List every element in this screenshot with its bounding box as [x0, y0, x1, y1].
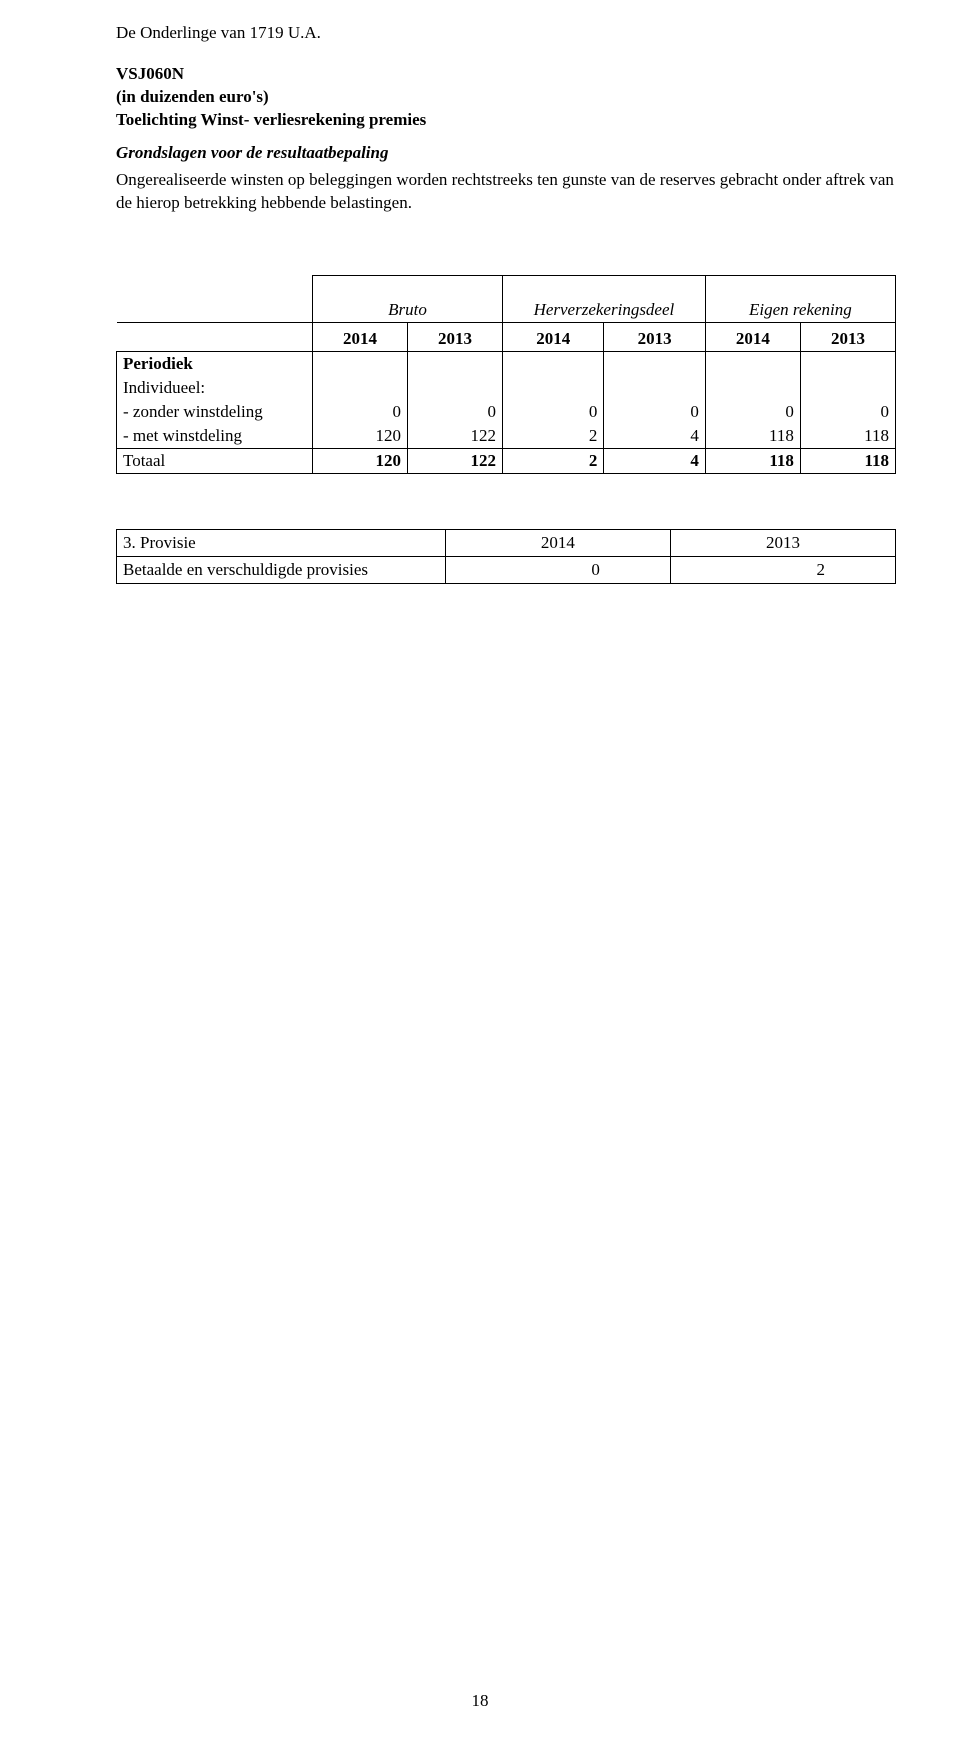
unit-note: (in duizenden euro's) [116, 86, 898, 109]
cell: 0 [503, 400, 604, 424]
cell: 4 [604, 424, 705, 449]
cell: 0 [705, 400, 800, 424]
total-cell: 122 [407, 448, 502, 473]
cell: 118 [705, 424, 800, 449]
cell: 122 [407, 424, 502, 449]
year-header: 2014 [503, 322, 604, 351]
doc-title: Toelichting Winst- verliesrekening premi… [116, 109, 898, 132]
total-cell: 120 [312, 448, 407, 473]
company-name: De Onderlinge van 1719 U.A. [116, 22, 898, 45]
year-header: 2014 [705, 322, 800, 351]
sub-label: Individueel: [117, 376, 313, 400]
page-number: 18 [0, 1691, 960, 1711]
cell: 0 [407, 400, 502, 424]
col-group-bruto: Bruto [312, 275, 502, 322]
total-cell: 4 [604, 448, 705, 473]
total-label: Totaal [117, 448, 313, 473]
provisie-year: 2013 [670, 529, 895, 556]
total-cell: 2 [503, 448, 604, 473]
intro-paragraph: Ongerealiseerde winsten op beleggingen w… [116, 169, 896, 215]
year-header: 2013 [407, 322, 502, 351]
provisie-header-label: 3. Provisie [117, 529, 446, 556]
row-label: - zonder winstdeling [117, 400, 313, 424]
cell: 2 [503, 424, 604, 449]
row-label: - met winstdeling [117, 424, 313, 449]
col-group-eigen: Eigen rekening [705, 275, 895, 322]
provisie-table: 3. Provisie 2014 2013 Betaalde en versch… [116, 529, 896, 584]
cell: 0 [312, 400, 407, 424]
provisie-value: 2 [670, 556, 895, 583]
year-header: 2013 [800, 322, 895, 351]
section-title: Periodiek [117, 351, 313, 376]
cell: 0 [800, 400, 895, 424]
premies-table: Bruto Herverzekeringsdeel Eigen rekening… [116, 275, 896, 474]
total-cell: 118 [705, 448, 800, 473]
cell: 0 [604, 400, 705, 424]
provisie-year: 2014 [445, 529, 670, 556]
year-header: 2014 [312, 322, 407, 351]
year-header: 2013 [604, 322, 705, 351]
col-group-herverzekering: Herverzekeringsdeel [503, 275, 706, 322]
cell: 120 [312, 424, 407, 449]
doc-subtitle: Grondslagen voor de resultaatbepaling [116, 142, 898, 165]
provisie-value: 0 [445, 556, 670, 583]
total-cell: 118 [800, 448, 895, 473]
cell: 118 [800, 424, 895, 449]
doc-code: VSJ060N [116, 63, 898, 86]
provisie-row-label: Betaalde en verschuldigde provisies [117, 556, 446, 583]
